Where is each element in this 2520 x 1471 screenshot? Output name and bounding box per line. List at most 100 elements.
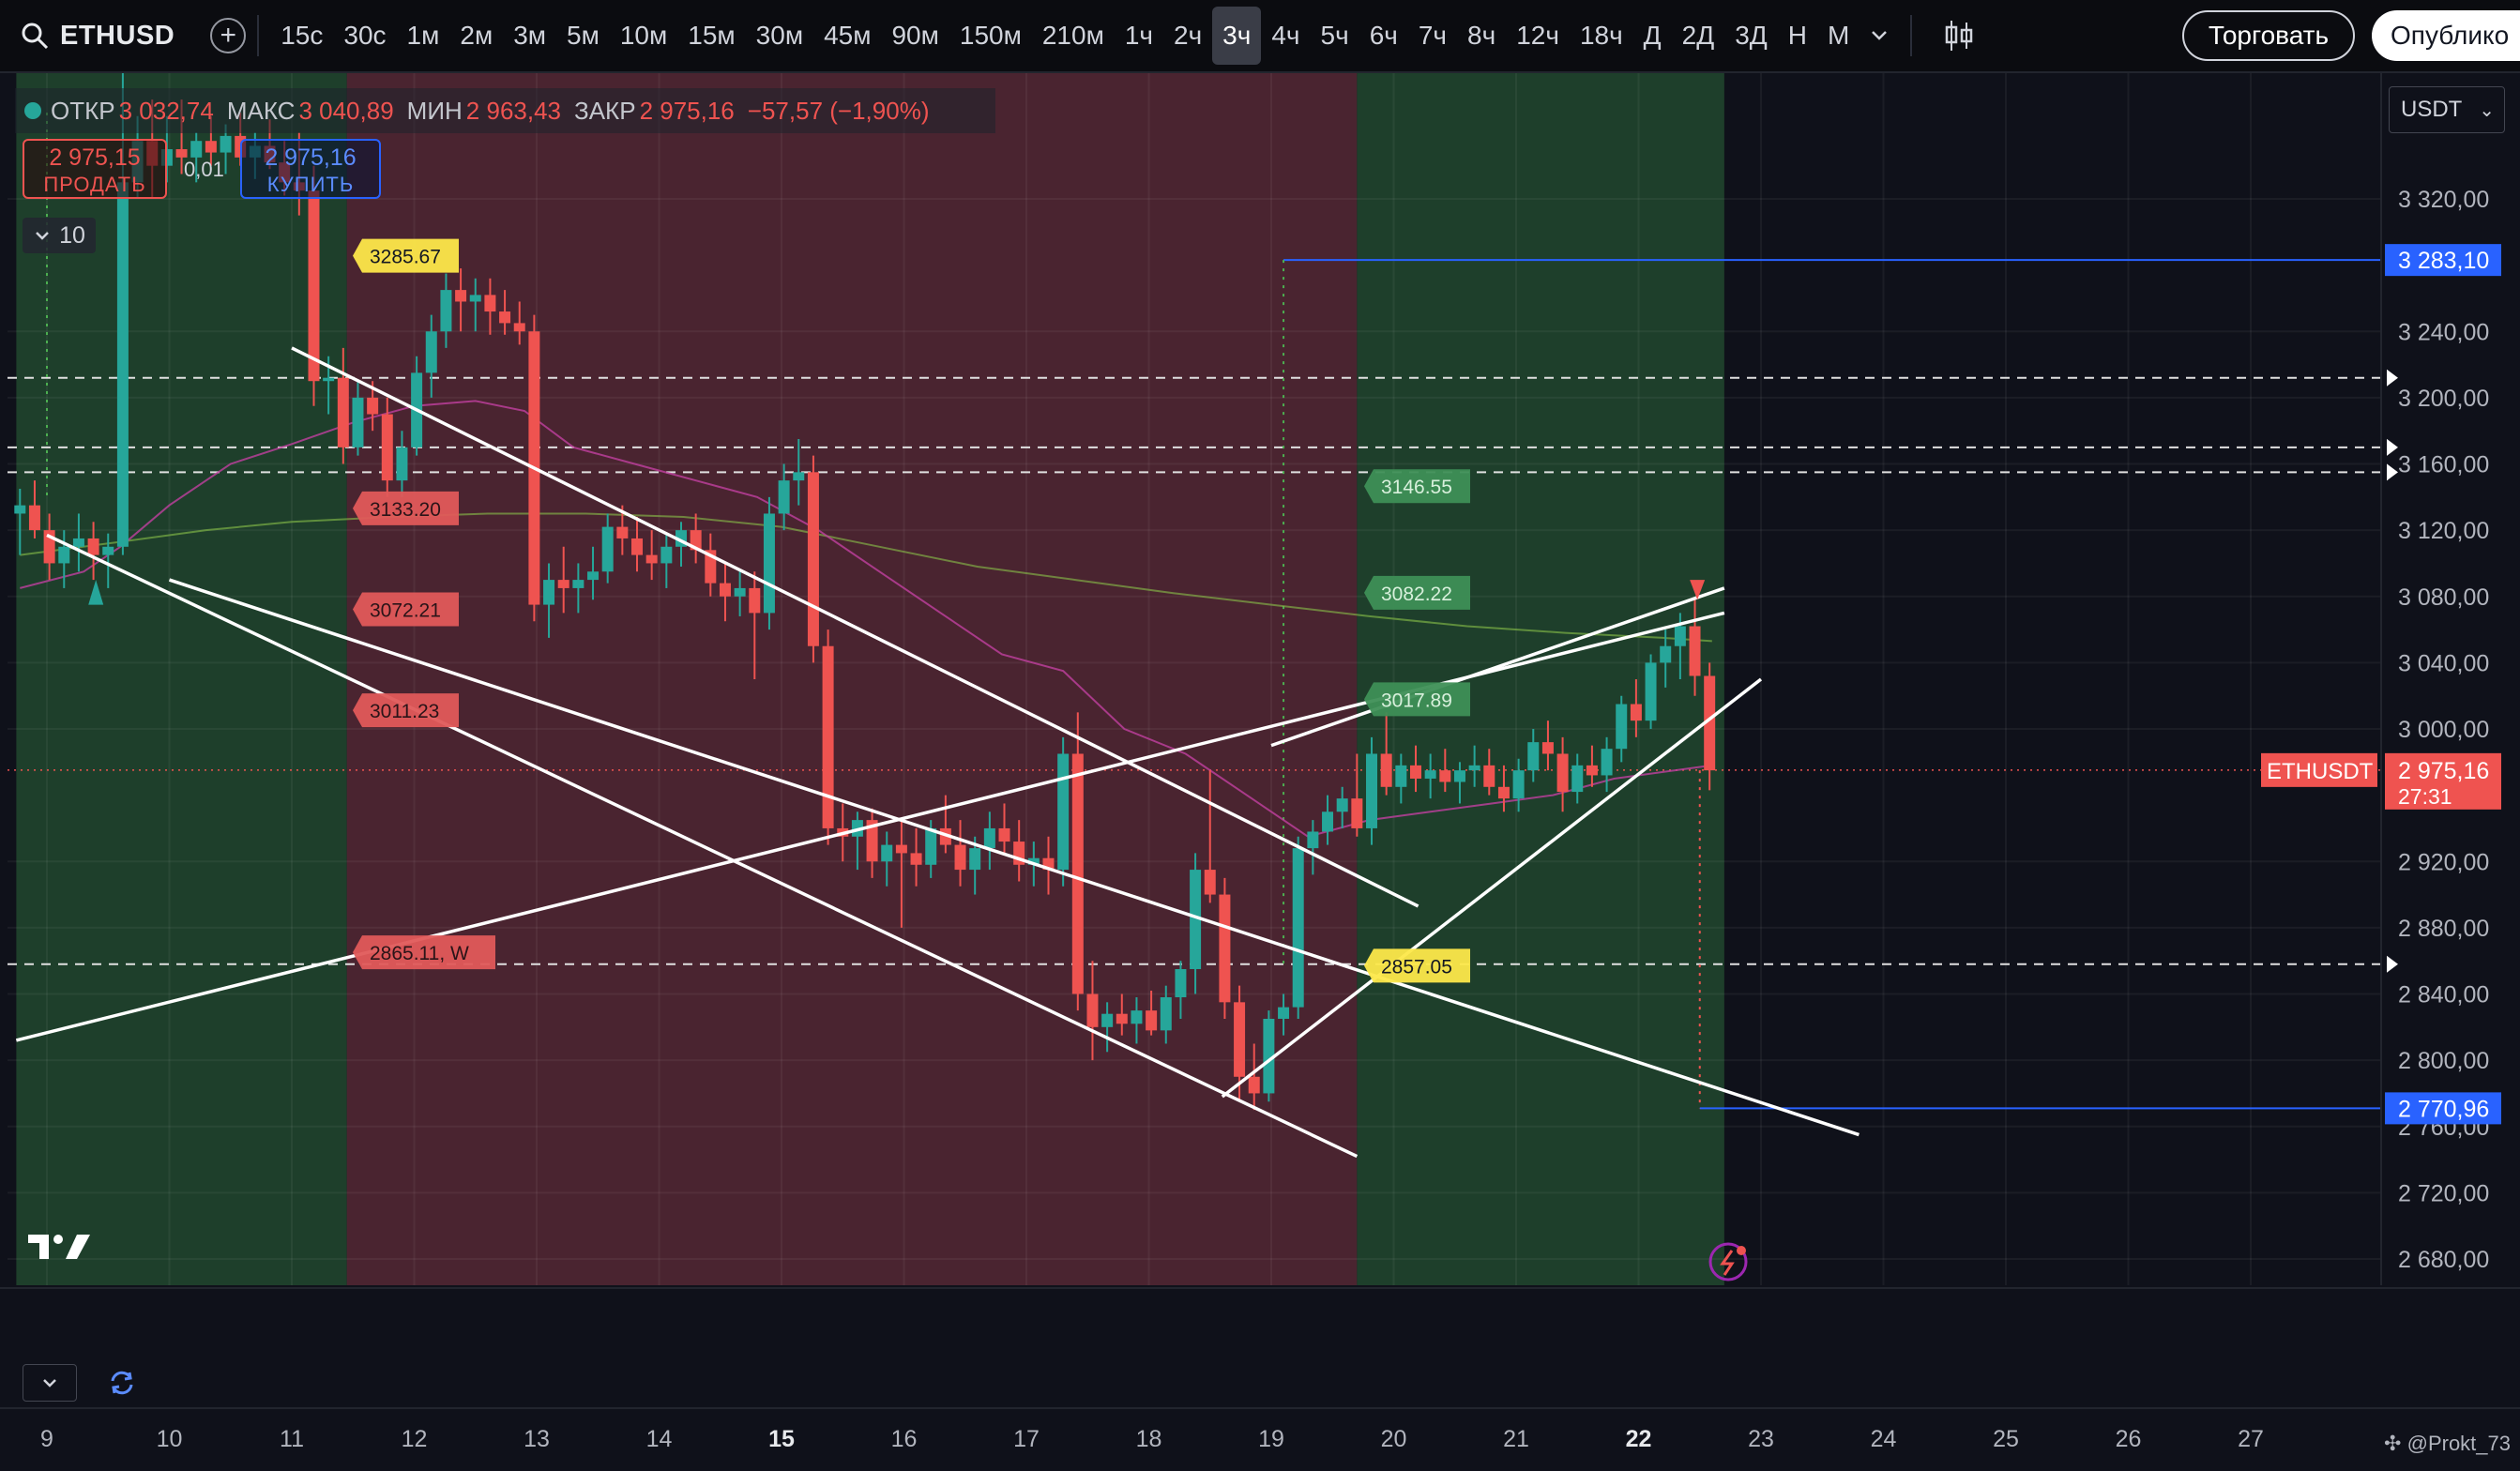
symbol-name: ETHUSD bbox=[60, 20, 175, 51]
triangle-up-marker bbox=[88, 580, 104, 605]
interval-27[interactable]: М bbox=[1827, 21, 1850, 50]
interval-8[interactable]: 30м bbox=[755, 21, 804, 50]
interval-5[interactable]: 5м bbox=[567, 21, 600, 50]
symbol-search[interactable]: ETHUSD bbox=[0, 0, 175, 71]
candle-body-14 bbox=[220, 135, 232, 153]
candle-body-62 bbox=[925, 827, 937, 865]
candle-body-39 bbox=[587, 571, 600, 581]
trade-button[interactable]: Торговать bbox=[2182, 10, 2355, 61]
interval-0[interactable]: 15с bbox=[281, 21, 324, 50]
collapse-panel-button[interactable] bbox=[23, 1364, 77, 1402]
candle-body-84 bbox=[1248, 1076, 1260, 1094]
interval-13[interactable]: 1ч bbox=[1124, 21, 1153, 50]
currency-select[interactable]: USDT ⌄ bbox=[2389, 86, 2505, 133]
refresh-button[interactable] bbox=[105, 1366, 139, 1400]
candle-body-11 bbox=[175, 149, 188, 158]
candle-body-102 bbox=[1512, 770, 1525, 799]
candle-body-64 bbox=[954, 844, 966, 871]
interval-3[interactable]: 2м bbox=[460, 21, 493, 50]
candle-body-65 bbox=[969, 848, 981, 871]
current-price-tag: 2 975,16 bbox=[2398, 758, 2489, 784]
interval-10[interactable]: 90м bbox=[891, 21, 939, 50]
indicators-toggle-button[interactable]: 10 bbox=[23, 218, 96, 253]
interval-23[interactable]: Д bbox=[1643, 21, 1662, 50]
interval-6[interactable]: 10м bbox=[619, 21, 668, 50]
interval-16[interactable]: 4ч bbox=[1271, 21, 1300, 50]
bottom-panel bbox=[0, 1287, 2520, 1409]
time-tick-5: 14 bbox=[645, 1426, 673, 1452]
lightning-icon[interactable] bbox=[1708, 1242, 1748, 1281]
status-dot bbox=[24, 102, 41, 119]
author-watermark: ✣ @Prokt_73 bbox=[2384, 1432, 2511, 1456]
interval-17[interactable]: 5ч bbox=[1320, 21, 1349, 50]
change-value: −57,57 (−1,90%) bbox=[747, 96, 930, 125]
price-axis[interactable]: 3 320,00 3 240,00 3 200,00 3 160,00 3 120,00… bbox=[2261, 73, 2520, 1285]
ma-fast-line bbox=[20, 400, 1712, 838]
price-markers: 3285.67 3133.20 3072.21 3011.23 2865.11, W 31… bbox=[353, 238, 1470, 983]
candles-icon[interactable] bbox=[1940, 17, 1978, 54]
candle-body-48 bbox=[719, 583, 731, 597]
candle-body-69 bbox=[1027, 857, 1040, 865]
chevron-down-icon: ⌄ bbox=[2479, 99, 2495, 121]
candle-body-51 bbox=[763, 513, 775, 614]
candle-body-77 bbox=[1146, 1010, 1158, 1031]
left-marker-label-1: 3133.20 bbox=[370, 499, 441, 521]
candle-body-107 bbox=[1586, 765, 1598, 776]
interval-18[interactable]: 6ч bbox=[1369, 21, 1398, 50]
interval-4[interactable]: 3м bbox=[513, 21, 547, 50]
candle-body-28 bbox=[425, 331, 437, 373]
interval-14[interactable]: 2ч bbox=[1174, 21, 1203, 50]
candle-body-6 bbox=[102, 546, 114, 555]
interval-26[interactable]: Н bbox=[1787, 21, 1807, 50]
candle-body-31 bbox=[469, 295, 481, 302]
candle-body-29 bbox=[440, 290, 452, 332]
interval-20[interactable]: 8ч bbox=[1467, 21, 1496, 50]
right-marker-label-0: 3146.55 bbox=[1381, 477, 1452, 498]
candle-body-79 bbox=[1175, 969, 1187, 998]
zone-red-1 bbox=[346, 73, 1358, 1285]
candle-body-50 bbox=[749, 587, 761, 614]
right-marker-bg-3 bbox=[1364, 948, 1470, 983]
time-tick-6: 15 bbox=[768, 1426, 795, 1452]
blue-level-tag-bg-0 bbox=[2385, 244, 2501, 277]
interval-12[interactable]: 210м bbox=[1041, 21, 1104, 50]
interval-11[interactable]: 150м bbox=[959, 21, 1022, 50]
interval-19[interactable]: 7ч bbox=[1418, 21, 1448, 50]
interval-list: 15с 30с 1м 2м 3м 5м 10м 15м 30м 45м 90м 150м 210м 1ч 2… bbox=[270, 0, 1860, 71]
price-tick-0: 3 320,00 bbox=[2398, 187, 2489, 213]
candle-body-94 bbox=[1395, 765, 1407, 787]
time-axis[interactable]: ✣ @Prokt_73 9 10 11 12 13 14 15 16 17 18 19 20 21 22 2… bbox=[0, 1407, 2520, 1471]
interval-2[interactable]: 1м bbox=[406, 21, 440, 50]
interval-7[interactable]: 15м bbox=[688, 21, 736, 50]
interval-1[interactable]: 30с bbox=[343, 21, 387, 50]
moving-averages bbox=[20, 400, 1712, 838]
candle-body-108 bbox=[1601, 749, 1613, 776]
candle-body-88 bbox=[1307, 831, 1319, 849]
interval-9[interactable]: 45м bbox=[824, 21, 872, 50]
buy-button[interactable]: 2 975,16 КУПИТЬ bbox=[240, 139, 381, 199]
candle-body-89 bbox=[1322, 811, 1334, 832]
gift-icon: ✣ bbox=[2384, 1432, 2402, 1455]
candle-body-86 bbox=[1278, 1007, 1290, 1019]
sell-button[interactable]: 2 975,15 ПРОДАТЬ bbox=[23, 139, 167, 199]
interval-22[interactable]: 18ч bbox=[1579, 21, 1623, 50]
candle-body-58 bbox=[866, 820, 878, 862]
interval-15[interactable]: 3ч bbox=[1212, 7, 1262, 65]
candle-body-91 bbox=[1351, 798, 1363, 828]
candle-body-104 bbox=[1541, 742, 1554, 754]
candle-body-109 bbox=[1616, 704, 1628, 750]
buy-price: 2 975,16 bbox=[265, 144, 357, 171]
candle-body-67 bbox=[998, 827, 1010, 842]
chevron-down-icon[interactable] bbox=[1867, 23, 1891, 48]
candle-body-26 bbox=[396, 447, 408, 481]
candle-body-22 bbox=[337, 377, 349, 447]
interval-25[interactable]: 3Д bbox=[1735, 21, 1768, 50]
symbol-tag-bg bbox=[2261, 752, 2377, 787]
interval-21[interactable]: 12ч bbox=[1516, 21, 1559, 50]
compare-symbol-button[interactable]: + bbox=[210, 18, 247, 53]
candle-body-95 bbox=[1409, 765, 1421, 779]
price-chart[interactable]: 3285.67 3133.20 3072.21 3011.23 2865.11, W 31… bbox=[0, 73, 2520, 1285]
publish-button[interactable]: Опублико bbox=[2372, 10, 2520, 61]
candle-body-66 bbox=[983, 827, 995, 849]
interval-24[interactable]: 2Д bbox=[1681, 21, 1715, 50]
